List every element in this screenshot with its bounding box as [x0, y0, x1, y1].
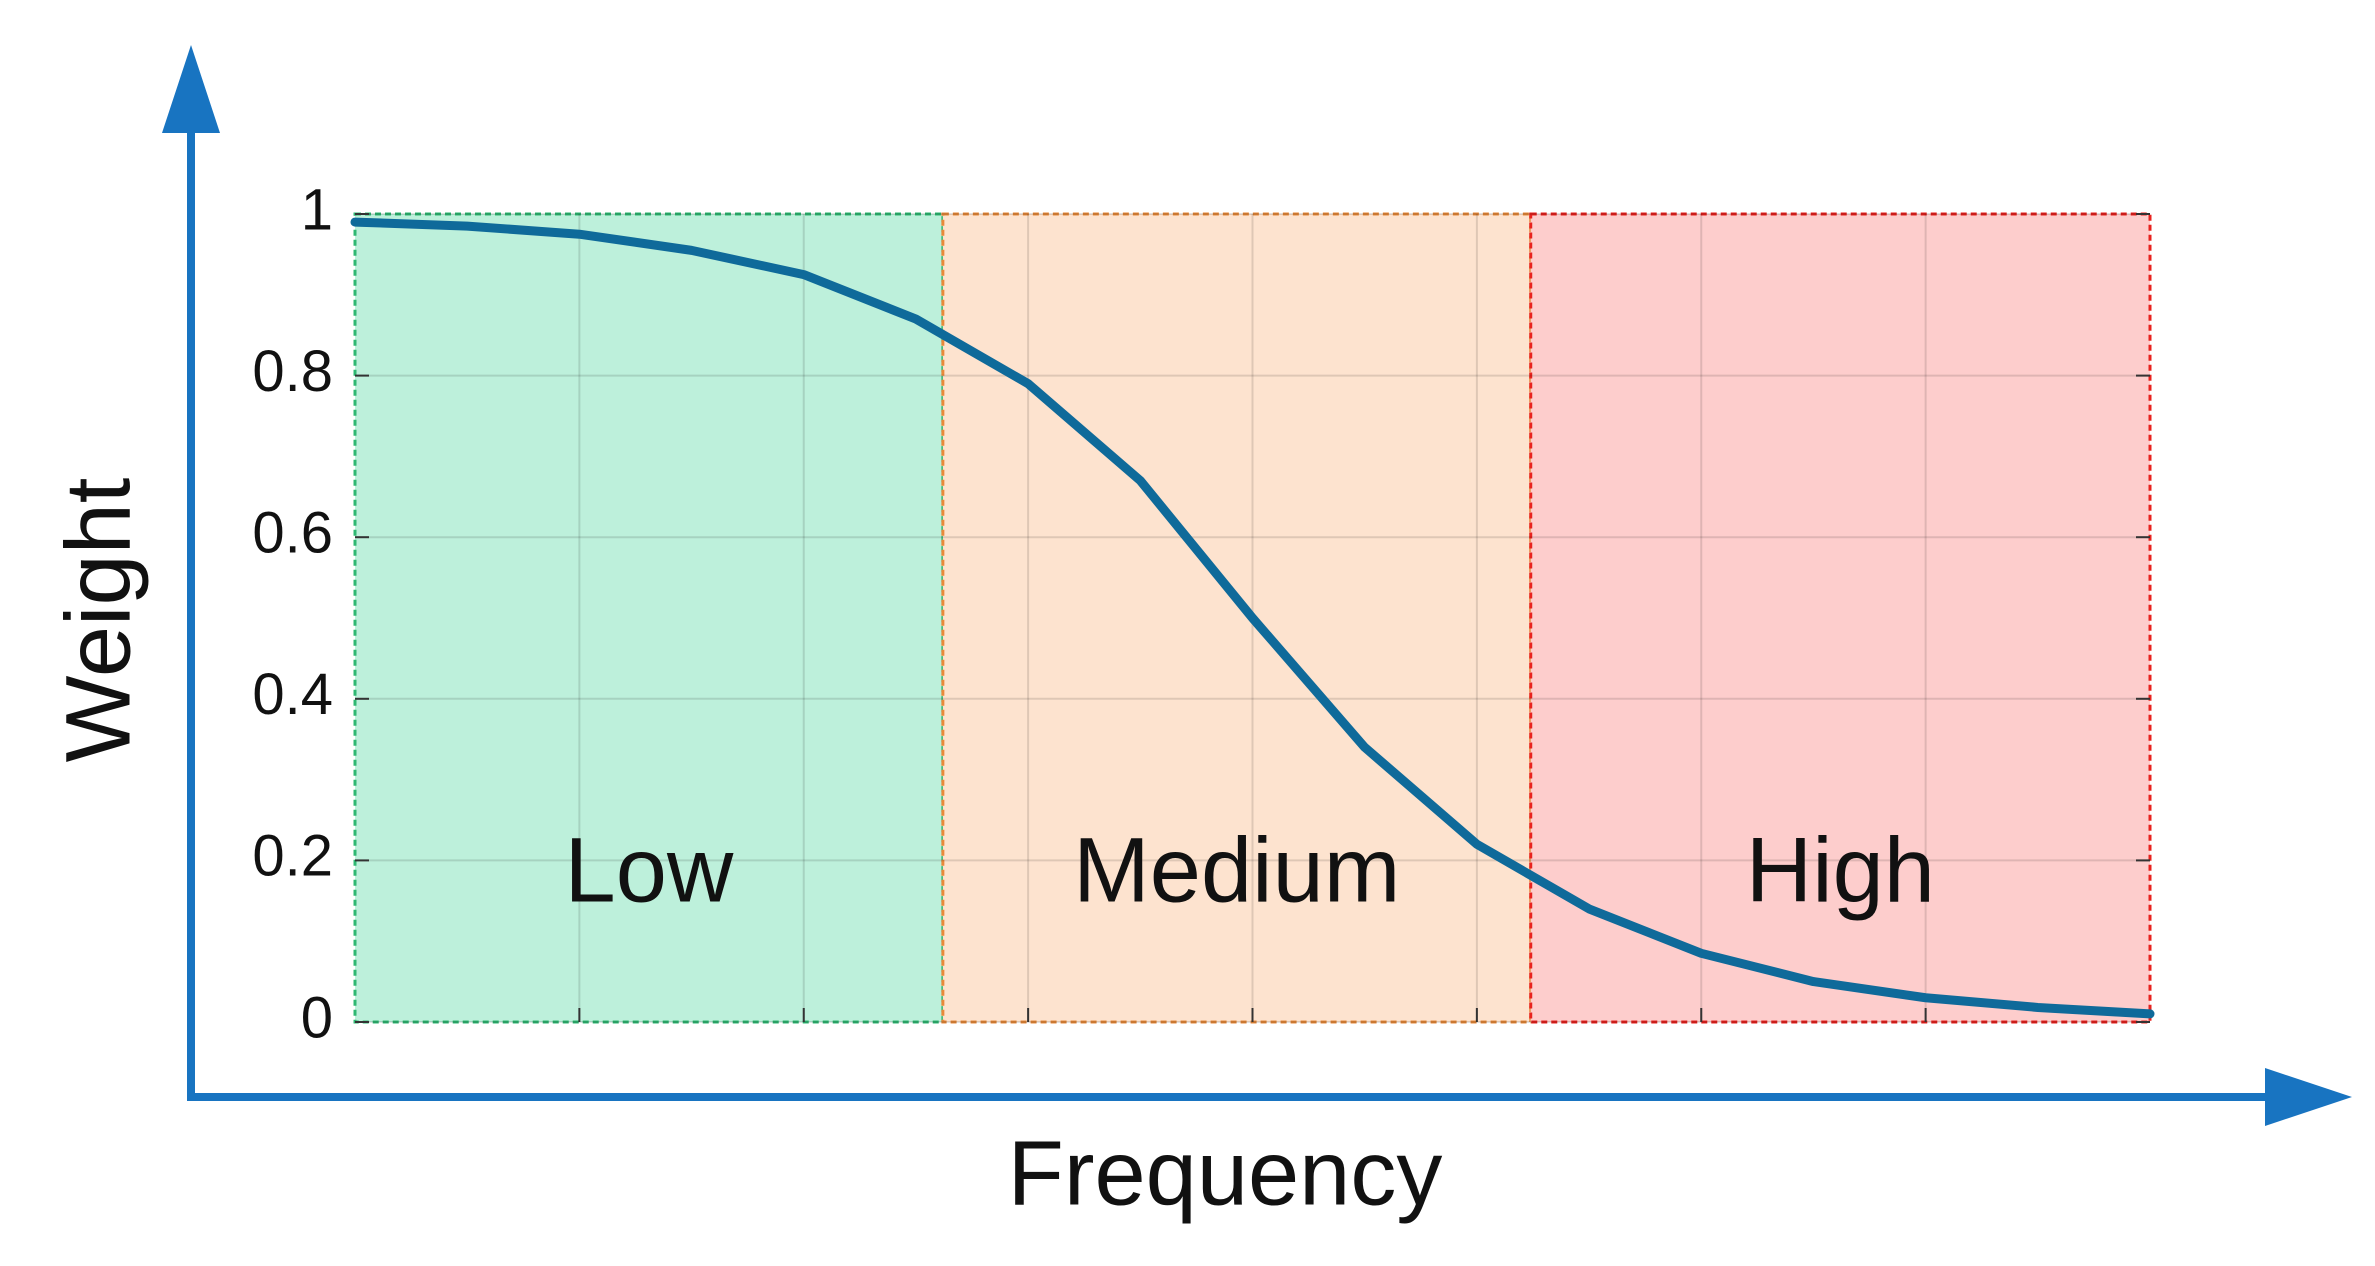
- region-label: Low: [565, 819, 734, 921]
- x-axis-label: Frequency: [1008, 1122, 1443, 1224]
- region-label: High: [1746, 819, 1935, 921]
- region-label: Medium: [1073, 819, 1400, 921]
- y-tick-label: 0.2: [252, 824, 333, 889]
- y-axis-arrow: [162, 45, 220, 133]
- line: [350, 217, 2155, 1019]
- y-tick-label: 0.4: [252, 662, 333, 727]
- region: [941, 212, 1533, 1024]
- y-axis-label: Weight: [47, 478, 149, 763]
- y-tick-label: 0: [301, 985, 333, 1050]
- x-axis-arrow: [2265, 1068, 2352, 1126]
- region: [1529, 212, 2152, 1024]
- y-tick-label: 1: [301, 177, 333, 242]
- y-tick-label: 0.8: [252, 339, 333, 404]
- region: [353, 212, 945, 1024]
- y-tick-label: 0.6: [252, 501, 333, 566]
